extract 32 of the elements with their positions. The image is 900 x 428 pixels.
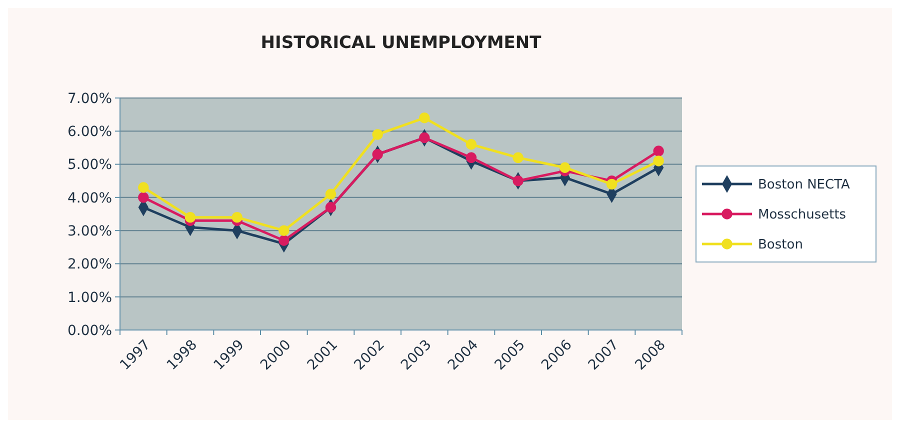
point xyxy=(560,162,570,173)
y-tick-label: 4.00% xyxy=(68,190,112,206)
y-tick-label: 6.00% xyxy=(68,124,112,140)
y-tick-label: 7.00% xyxy=(68,90,112,107)
point xyxy=(138,192,149,203)
point xyxy=(419,112,430,124)
point xyxy=(232,212,242,223)
point xyxy=(372,149,383,160)
point xyxy=(653,156,664,166)
point xyxy=(372,129,383,140)
legend-label: Boston xyxy=(758,238,803,253)
point xyxy=(184,212,196,223)
y-tick-label: 5.00% xyxy=(68,157,112,174)
y-tick-label: 1.00% xyxy=(68,290,112,306)
y-tick-label: 3.00% xyxy=(68,223,112,240)
point xyxy=(466,152,477,163)
point xyxy=(512,176,524,186)
point xyxy=(325,202,336,213)
point xyxy=(653,146,664,156)
point xyxy=(606,178,618,190)
legend-label: Mosschusetts xyxy=(758,208,846,223)
point xyxy=(466,139,477,150)
y-tick-label: 2.00% xyxy=(68,256,112,273)
y-tick-label: 0.00% xyxy=(68,322,112,339)
point xyxy=(419,132,430,144)
point xyxy=(278,225,290,236)
point xyxy=(138,182,149,193)
point xyxy=(325,188,336,200)
point xyxy=(278,235,290,246)
point xyxy=(512,152,524,163)
chart-title: HISTORICAL UNEMPLOYMENT xyxy=(260,33,542,53)
legend-label: Boston NECTA xyxy=(758,178,850,193)
